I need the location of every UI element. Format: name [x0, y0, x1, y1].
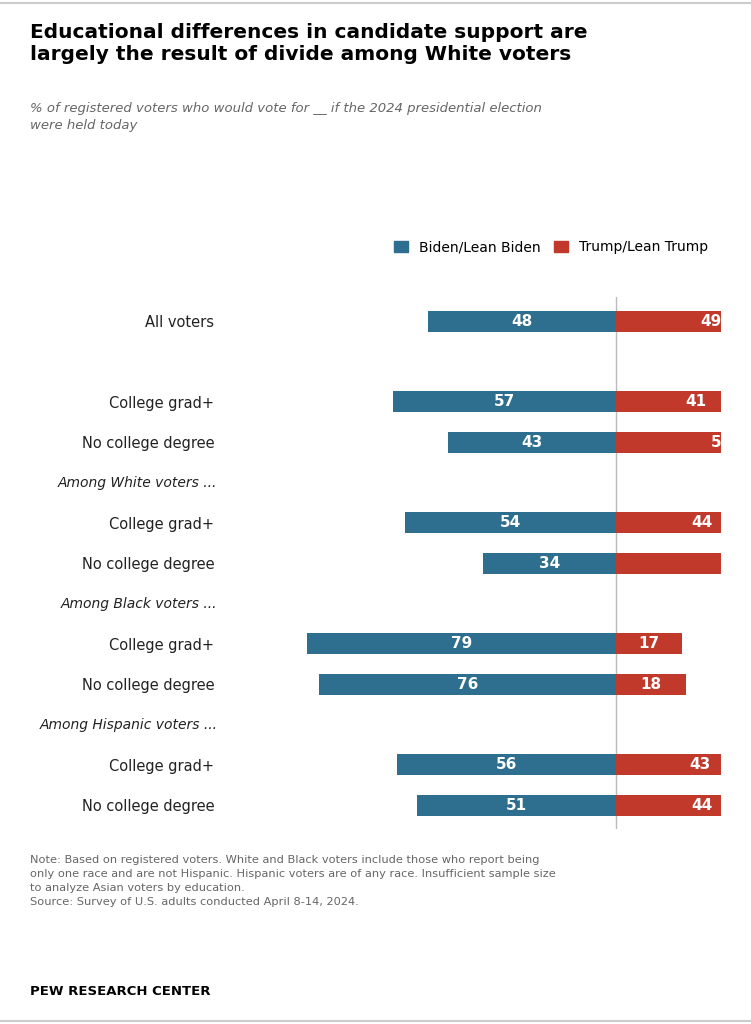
Text: 79: 79 — [451, 636, 472, 651]
Bar — [397, 755, 616, 775]
Text: PEW RESEARCH CENTER: PEW RESEARCH CENTER — [30, 985, 210, 998]
Text: 49: 49 — [701, 313, 722, 329]
Bar — [616, 634, 682, 654]
Text: 48: 48 — [511, 313, 532, 329]
Text: Educational differences in candidate support are
largely the result of divide am: Educational differences in candidate sup… — [30, 23, 587, 65]
Bar — [428, 310, 616, 332]
Legend: Biden/Lean Biden, Trump/Lean Trump: Biden/Lean Biden, Trump/Lean Trump — [388, 234, 714, 260]
Text: Among White voters ...: Among White voters ... — [58, 475, 218, 489]
Bar — [616, 512, 751, 534]
Bar — [616, 310, 751, 332]
Text: 18: 18 — [640, 677, 662, 692]
Text: Note: Based on registered voters. White and Black voters include those who repor: Note: Based on registered voters. White … — [30, 855, 556, 907]
Text: 76: 76 — [457, 677, 478, 692]
Bar — [319, 674, 616, 694]
Bar — [616, 432, 751, 453]
Text: 57: 57 — [493, 394, 515, 410]
Text: 44: 44 — [691, 798, 712, 813]
Bar — [483, 553, 616, 573]
Bar — [448, 432, 616, 453]
Bar — [417, 795, 616, 816]
Bar — [307, 634, 616, 654]
Bar — [616, 795, 751, 816]
Text: 41: 41 — [685, 394, 706, 410]
Text: 34: 34 — [538, 556, 559, 570]
Bar — [616, 553, 751, 573]
Text: 63: 63 — [728, 556, 749, 570]
Text: 51: 51 — [505, 798, 526, 813]
Text: 56: 56 — [496, 758, 517, 772]
Text: 43: 43 — [521, 434, 542, 450]
Text: Among Black voters ...: Among Black voters ... — [61, 597, 218, 610]
Bar — [616, 391, 751, 413]
Text: 54: 54 — [710, 434, 731, 450]
Text: 43: 43 — [689, 758, 710, 772]
Bar — [393, 391, 616, 413]
Text: 54: 54 — [499, 515, 521, 530]
Bar — [616, 674, 686, 694]
Text: Among Hispanic voters ...: Among Hispanic voters ... — [40, 718, 218, 731]
Bar — [616, 755, 751, 775]
Text: % of registered voters who would vote for __ if the 2024 presidential election
w: % of registered voters who would vote fo… — [30, 102, 542, 132]
Text: 17: 17 — [638, 636, 659, 651]
Bar — [405, 512, 616, 534]
Text: 44: 44 — [691, 515, 712, 530]
